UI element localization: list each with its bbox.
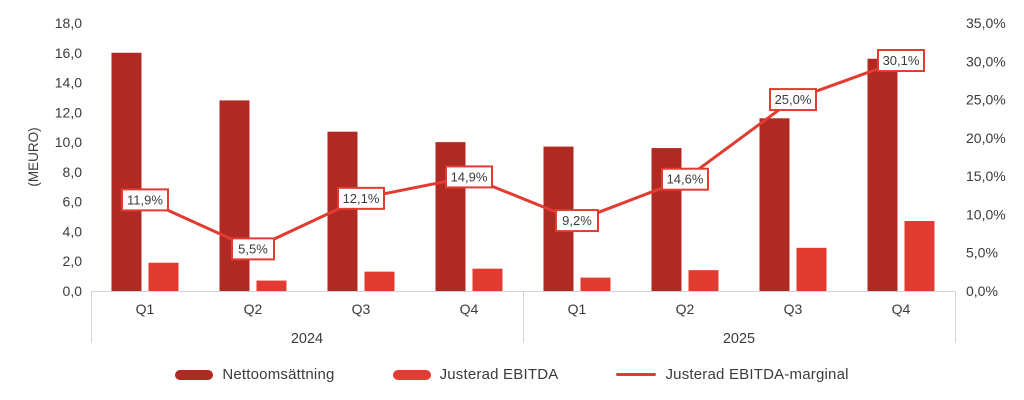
margin-data-label: 14,6%: [667, 172, 704, 187]
margin-data-label-box: [337, 186, 385, 210]
year-label: 2025: [723, 331, 755, 347]
year-label: 2024: [291, 331, 323, 347]
category-label: Q1: [136, 301, 155, 317]
bar-nettoomsattning: [435, 142, 466, 291]
margin-data-label: 9,2%: [562, 213, 592, 228]
legend-item-justerad-ebitda: Justerad EBITDA: [392, 366, 559, 383]
right-axis-tick-label: 20,0%: [966, 130, 1006, 146]
combo-chart-canvas: 18,0 16,0 14,0 12,0 10,0 8,0 6,0 4,0 2,0 0,0 (MEUR…: [26, 15, 1006, 347]
left-axis-tick-label: 10,0: [55, 134, 82, 150]
legend-item-nettoomsattning: Nettoomsättning: [175, 366, 334, 383]
legend-label-nettoomsattning: Nettoomsättning: [222, 366, 335, 383]
right-axis-tick-label: 15,0%: [966, 168, 1006, 184]
left-axis-tick-label: 8,0: [63, 164, 83, 180]
margin-data-label-box: [231, 237, 275, 261]
margin-data-label-box: [661, 167, 709, 191]
left-axis-tick-label: 18,0: [55, 15, 82, 31]
margin-data-label-box: [445, 165, 493, 189]
right-axis-tick-label: 35,0%: [966, 15, 1006, 31]
legend-swatch-nettoomsattning: [175, 369, 214, 380]
category-label: Q3: [784, 301, 803, 317]
bar-justerad-ebitda: [148, 262, 179, 291]
bar-nettoomsattning: [111, 52, 142, 292]
legend-swatch-ebitda-marginal-line: [616, 373, 657, 376]
bar-justerad-ebitda: [580, 277, 611, 291]
left-axis-tick-label: 0,0: [63, 283, 83, 299]
category-label: Q4: [460, 301, 479, 317]
bar-nettoomsattning: [867, 58, 898, 291]
bar-nettoomsattning: [759, 118, 790, 292]
margin-data-label-box: [121, 188, 169, 212]
left-axis-tick-label: 12,0: [55, 104, 82, 120]
margin-data-label: 14,9%: [451, 169, 488, 184]
margin-data-label-box: [769, 88, 817, 112]
chart-legend: Nettoomsättning Justerad EBITDA Justerad…: [0, 366, 1024, 383]
legend-label-justerad-ebitda: Justerad EBITDA: [439, 366, 559, 383]
legend-swatch-justerad-ebitda: [392, 369, 431, 380]
bar-justerad-ebitda: [472, 268, 503, 291]
left-axis-tick-label: 2,0: [63, 253, 83, 269]
bar-justerad-ebitda: [256, 280, 287, 291]
right-axis-tick-label: 10,0%: [966, 206, 1006, 222]
right-axis-tick-label: 0,0%: [966, 283, 998, 299]
margin-data-label: 11,9%: [127, 192, 163, 207]
left-axis-title: (MEURO): [26, 127, 41, 186]
legend-label-ebitda-marginal: Justerad EBITDA-marginal: [665, 366, 849, 383]
bar-justerad-ebitda: [688, 270, 719, 291]
left-axis-tick-label: 4,0: [63, 223, 83, 239]
category-label: Q2: [244, 301, 263, 317]
left-axis-tick-label: 16,0: [55, 45, 82, 61]
legend-item-ebitda-marginal: Justerad EBITDA-marginal: [616, 366, 848, 383]
bar-justerad-ebitda: [364, 271, 395, 291]
category-label: Q1: [568, 301, 587, 317]
category-label: Q3: [352, 301, 371, 317]
bar-justerad-ebitda: [796, 247, 827, 291]
left-axis-tick-label: 6,0: [63, 194, 83, 210]
bar-justerad-ebitda: [904, 221, 935, 291]
right-axis-tick-label: 25,0%: [966, 92, 1006, 108]
margin-data-label-box: [877, 49, 925, 73]
margin-data-label: 12,1%: [343, 191, 380, 206]
right-axis-tick-label: 5,0%: [966, 245, 998, 261]
left-axis-tick-label: 14,0: [55, 75, 82, 91]
category-label: Q2: [676, 301, 695, 317]
right-axis-tick-label: 30,0%: [966, 53, 1006, 69]
margin-data-label: 5,5%: [238, 241, 268, 256]
margin-data-label: 30,1%: [883, 53, 920, 68]
bar-nettoomsattning: [219, 100, 250, 291]
margin-data-label: 25,0%: [775, 92, 812, 107]
margin-data-label-box: [555, 209, 599, 233]
category-label: Q4: [892, 301, 911, 317]
